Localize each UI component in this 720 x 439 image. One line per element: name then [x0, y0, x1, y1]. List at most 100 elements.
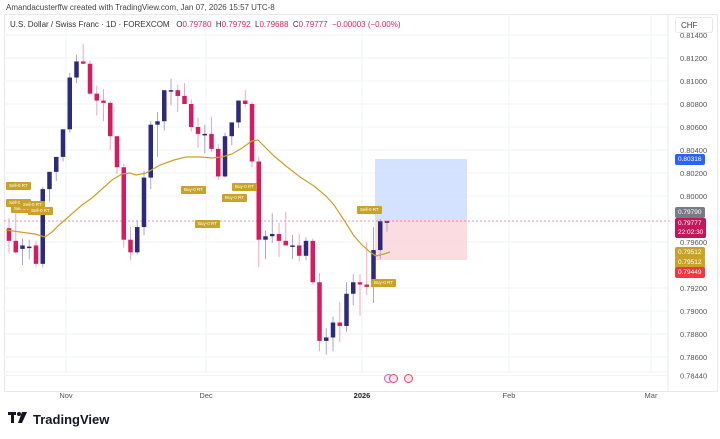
target-price-tag: 0.80316 — [675, 154, 705, 165]
candle-body — [195, 127, 201, 134]
time-axis: Nov Dec 2026 Feb Mar — [59, 391, 658, 400]
candle-body — [290, 245, 295, 247]
candle-body — [128, 239, 133, 253]
candle-body — [94, 93, 99, 101]
candle-body — [20, 245, 25, 249]
stop-price-tag: 0.79449 — [675, 267, 705, 278]
close-value: 0.79777 — [298, 20, 328, 29]
moving-average-line — [5, 139, 391, 257]
candle-body — [351, 282, 356, 294]
candle-body — [13, 240, 18, 253]
candle-body — [6, 228, 12, 241]
symbol-name: U.S. Dollar / Swiss Franc · 1D · FOREXCO… — [10, 20, 170, 29]
sell-signal-label: Sell-0 RT — [357, 206, 382, 214]
change-value: −0.00003 (−0.00%) — [332, 20, 401, 29]
candle-body — [337, 322, 342, 326]
candle-body — [384, 221, 390, 223]
candle-body — [60, 129, 66, 157]
candle-body — [155, 121, 160, 125]
time-tick-label: Feb — [503, 391, 516, 400]
candle-body — [81, 61, 86, 64]
candles — [6, 44, 390, 355]
price-tick-label: 0.81200 — [680, 54, 707, 63]
sell-signal-label: Sell-0 RT — [20, 201, 45, 209]
entry-price-tag: 0.79790 — [675, 207, 705, 218]
price-tick-label: 0.79000 — [680, 307, 707, 316]
time-tick-label: 2026 — [354, 391, 371, 400]
candle-body — [263, 236, 268, 240]
candle-body — [74, 61, 79, 78]
candle-body — [67, 77, 72, 130]
buy-signal-label: Buy-0 RT — [181, 186, 206, 194]
candle-body — [344, 293, 349, 326]
loss-zone — [375, 220, 467, 260]
candle-body — [168, 90, 174, 92]
candle-body — [114, 136, 120, 168]
symbol-legend: U.S. Dollar / Swiss Franc · 1D · FOREXCO… — [10, 20, 401, 29]
candle-body — [378, 221, 383, 251]
candle-body — [256, 161, 261, 240]
low-value: 0.79688 — [259, 20, 289, 29]
chart-frame — [4, 14, 718, 392]
currency-button[interactable]: CHF — [675, 17, 713, 33]
candle-body — [108, 102, 113, 137]
current-price-tag: 0.79777 22:02:30 — [675, 218, 707, 238]
candle-body — [175, 90, 180, 96]
countdown-timer: 22:02:30 — [678, 229, 704, 236]
price-tick-label: 0.80600 — [680, 123, 707, 132]
candle-body — [330, 322, 336, 338]
candle-body — [236, 100, 241, 123]
grid-lines — [4, 14, 668, 376]
tradingview-logo[interactable]: TradingView — [8, 412, 109, 427]
time-tick-label: Nov — [59, 391, 73, 400]
candle-body — [249, 104, 255, 162]
candle-body — [27, 246, 32, 249]
price-tick-label: 0.80200 — [680, 169, 707, 178]
price-tick-label: 0.78440 — [680, 371, 707, 380]
price-tick-label: 0.81400 — [680, 31, 707, 40]
candle-body — [303, 240, 309, 256]
sell-signal-label: Sell-0 RT — [28, 207, 53, 215]
ma-price-tag-2: 0.79512 — [675, 257, 705, 268]
candle-body — [162, 90, 167, 122]
price-tick-label: 0.78600 — [680, 353, 707, 362]
candle-body — [357, 282, 363, 285]
candle-body — [209, 133, 214, 149]
price-axis: 0.81400 0.81200 0.81000 0.80800 0.80600 0.804… — [680, 31, 707, 380]
profit-zone — [375, 159, 467, 220]
candle-body — [283, 240, 288, 246]
candle-body — [40, 189, 45, 264]
candle-body — [121, 167, 126, 240]
high-value: 0.79792 — [221, 20, 251, 29]
candle-body — [101, 100, 106, 103]
candle-body — [371, 250, 376, 287]
candle-body — [317, 282, 322, 341]
buy-signal-label: Buy-0 RT — [222, 194, 247, 202]
chart-credit: Amandacusterffw created with TradingView… — [6, 3, 275, 12]
price-tick-label: 0.81000 — [680, 77, 707, 86]
sell-signal-label: Sell-0 RT — [6, 199, 31, 207]
candle-body — [297, 245, 302, 256]
us-flag-event-icon[interactable] — [389, 374, 398, 383]
candle-body — [135, 227, 140, 253]
price-tick-label: 0.78800 — [680, 330, 707, 339]
candle-body — [229, 122, 234, 137]
price-tick-label: 0.80000 — [680, 192, 707, 201]
candle-body — [276, 233, 282, 241]
sell-signal-label: Sell-0 RT — [6, 182, 31, 190]
candle-body — [202, 133, 207, 136]
us-flag-event-icon[interactable] — [404, 374, 413, 383]
price-tick-label: 0.79600 — [680, 238, 707, 247]
time-tick-label: Mar — [645, 391, 658, 400]
buy-signal-label: Buy-0 RT — [371, 279, 396, 287]
open-value: 0.79780 — [182, 20, 212, 29]
candle-body — [87, 63, 93, 94]
time-tick-label: Dec — [199, 391, 213, 400]
ma-price-tag: 0.79512 — [675, 247, 705, 258]
tradingview-logo-text: TradingView — [33, 412, 110, 427]
candle-body — [33, 245, 39, 264]
candle-body — [182, 95, 187, 104]
candle-body — [216, 148, 221, 177]
candle-body — [243, 100, 248, 104]
